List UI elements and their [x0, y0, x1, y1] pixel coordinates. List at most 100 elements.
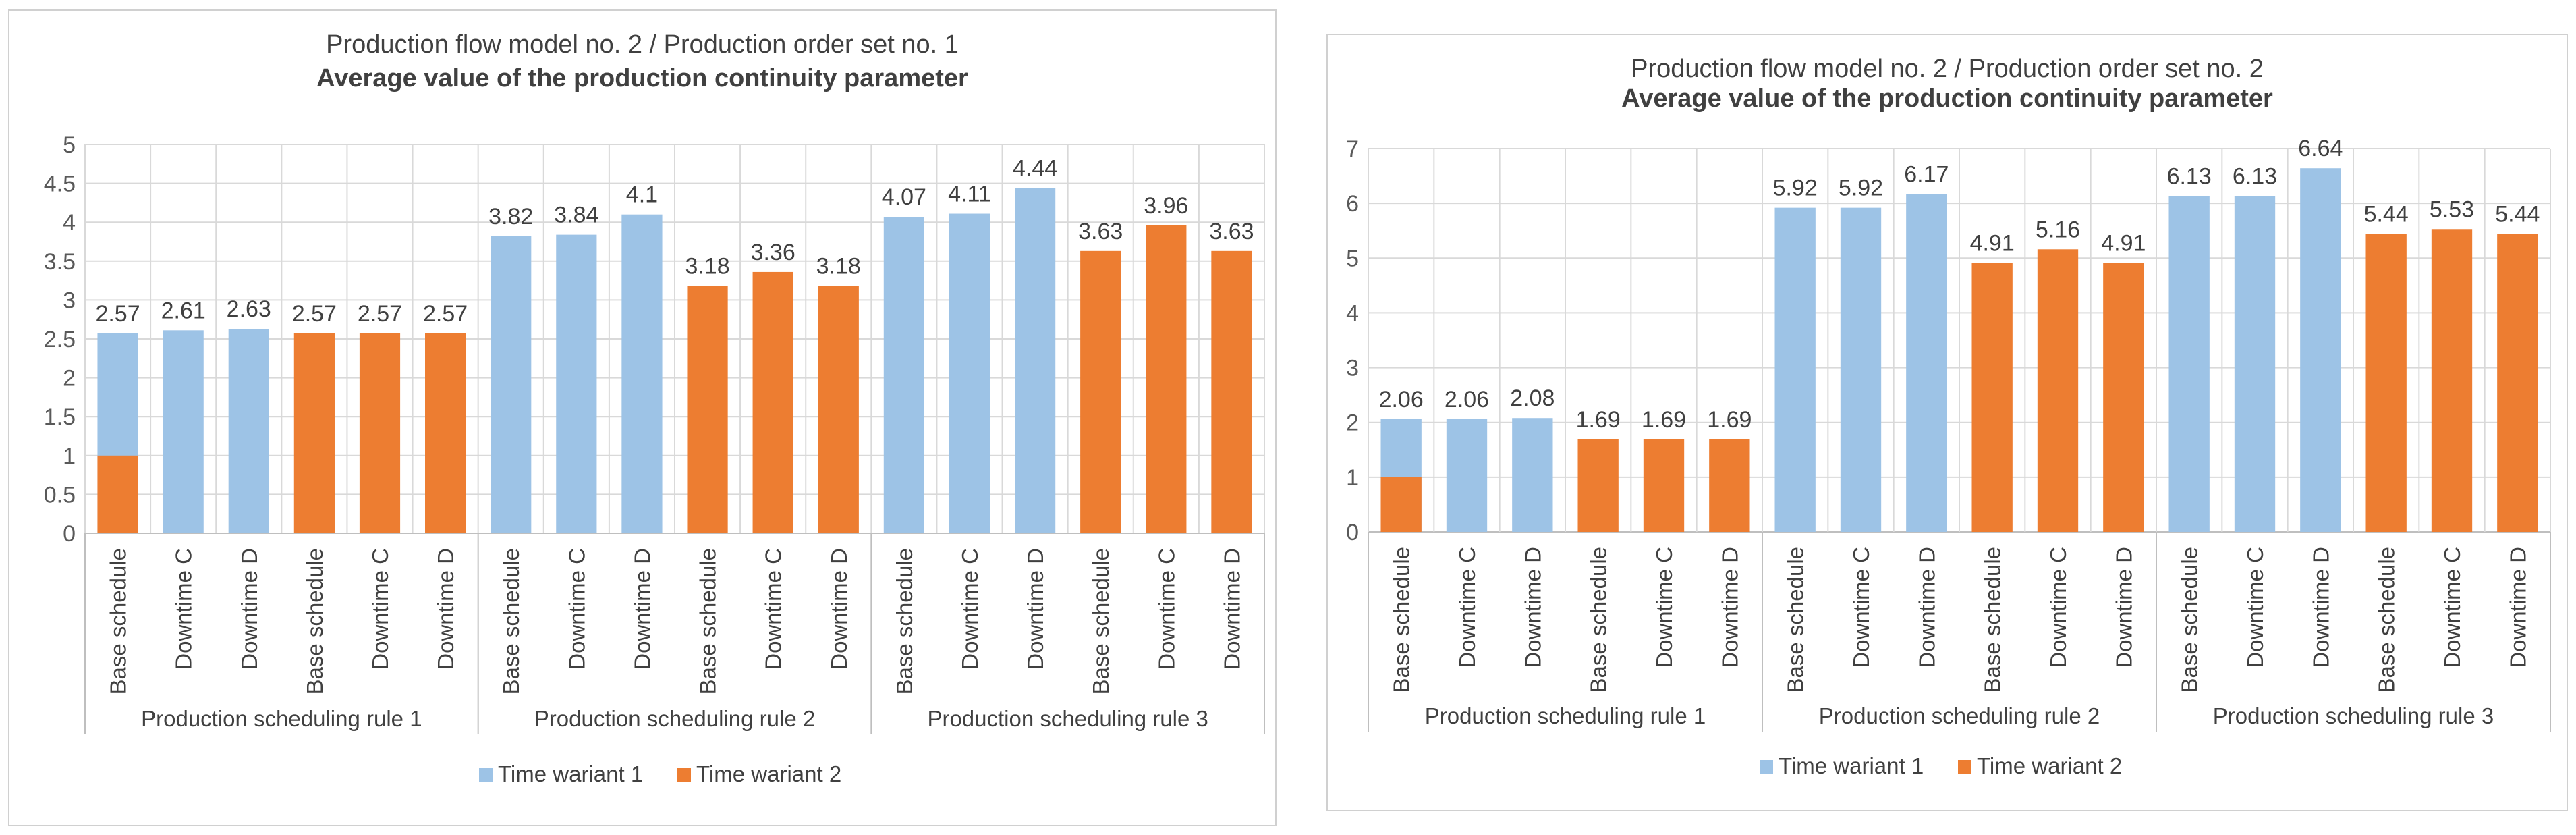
bar-value-label: 4.1 — [626, 182, 658, 208]
legend-swatch-variant-1 — [1760, 760, 1773, 774]
bar-value-label: 6.13 — [2233, 164, 2277, 190]
x-category-label: Downtime D — [1717, 547, 1742, 668]
x-category-label: Downtime C — [1455, 547, 1480, 668]
bar — [818, 286, 859, 533]
x-category-label: Downtime D — [433, 548, 458, 670]
bar-overlay-segment — [97, 455, 138, 533]
bar — [293, 333, 335, 533]
bar — [1512, 418, 1553, 532]
bar-value-label: 5.16 — [2036, 217, 2080, 242]
bar — [425, 333, 466, 533]
bar — [2300, 168, 2341, 532]
bar — [621, 214, 663, 533]
bar-value-label: 3.63 — [1078, 219, 1123, 244]
bar-value-label: 3.18 — [685, 254, 729, 279]
x-category-label: Downtime D — [629, 548, 654, 670]
bar-value-label: 2.08 — [1510, 385, 1555, 411]
x-category-label: Downtime D — [827, 548, 851, 670]
bar — [228, 329, 269, 533]
legend-label-variant-2: Time wariant 2 — [1977, 753, 2122, 778]
y-tick-label: 6 — [1346, 191, 1359, 217]
x-category-label: Base schedule — [106, 548, 131, 694]
bar-value-label: 4.91 — [2101, 231, 2146, 257]
y-tick-label: 1 — [1346, 465, 1359, 491]
y-tick-label: 0 — [63, 521, 76, 547]
chart-left-svg: Production flow model no. 2 / Production… — [44, 30, 1265, 786]
bar — [752, 271, 793, 533]
x-category-label: Downtime D — [1914, 547, 1939, 668]
chart-title: Production flow model no. 2 / Production… — [326, 30, 959, 59]
y-tick-label: 5 — [63, 132, 76, 158]
chart-subtitle: Average value of the production continui… — [1621, 84, 2273, 113]
bar-value-label: 2.57 — [292, 301, 337, 327]
bar-overlay-segment — [1380, 477, 1422, 532]
y-tick-label: 1 — [63, 443, 76, 469]
bar — [2497, 234, 2538, 532]
group-label: Production scheduling rule 3 — [2213, 703, 2494, 728]
bar — [1080, 250, 1121, 533]
x-category-label: Base schedule — [892, 548, 917, 694]
y-tick-label: 0.5 — [44, 482, 76, 508]
x-category-label: Downtime C — [2243, 547, 2268, 668]
x-category-label: Downtime C — [564, 548, 589, 670]
x-category-label: Downtime C — [1652, 547, 1677, 668]
bar-value-label: 5.44 — [2495, 202, 2540, 227]
chart-subtitle: Average value of the production continui… — [316, 64, 968, 92]
y-tick-label: 3 — [1346, 356, 1359, 381]
bar-value-label: 3.18 — [816, 254, 861, 279]
bar-value-label: 2.57 — [95, 301, 140, 327]
x-category-label: Base schedule — [1088, 548, 1113, 694]
bar-value-label: 3.96 — [1144, 193, 1188, 219]
bar-value-label: 5.44 — [2364, 202, 2409, 227]
bar-value-label: 2.06 — [1379, 387, 1424, 412]
x-category-label: Downtime D — [2111, 547, 2136, 668]
chart-left: Production flow model no. 2 / Production… — [8, 9, 1277, 826]
bar-value-label: 1.69 — [1576, 407, 1621, 433]
x-category-label: Downtime C — [761, 548, 786, 670]
x-category-label: Downtime C — [368, 548, 393, 670]
chart-right-svg: Production flow model no. 2 / Production… — [1346, 55, 2551, 778]
y-tick-label: 1.5 — [44, 404, 76, 430]
x-category-label: Base schedule — [2177, 547, 2202, 693]
y-tick-label: 2.5 — [44, 327, 76, 352]
bar — [1015, 188, 1056, 533]
legend-label-variant-1: Time wariant 1 — [1779, 753, 1924, 778]
bar-value-label: 3.63 — [1209, 219, 1254, 244]
y-tick-label: 2 — [63, 366, 76, 392]
bar-value-label: 6.64 — [2298, 136, 2343, 161]
chart-right: Production flow model no. 2 / Production… — [1326, 34, 2568, 811]
x-category-label: Downtime D — [237, 548, 262, 670]
legend-swatch-variant-2 — [677, 768, 691, 782]
bar — [359, 333, 401, 533]
x-category-label: Downtime C — [171, 548, 196, 670]
group-label: Production scheduling rule 2 — [1819, 703, 2100, 728]
bar — [1146, 225, 1187, 533]
bar — [687, 286, 728, 533]
bar-value-label: 3.84 — [554, 203, 598, 228]
bar-value-label: 2.57 — [358, 301, 402, 327]
bar-value-label: 5.92 — [1773, 176, 1818, 201]
x-category-label: Downtime D — [2308, 547, 2333, 668]
bar — [1577, 439, 1619, 532]
bar-value-label: 4.44 — [1013, 156, 1057, 182]
bar — [1774, 207, 1816, 532]
x-category-label: Downtime C — [2046, 547, 2071, 668]
x-category-label: Base schedule — [1389, 547, 1414, 693]
bar-value-label: 6.13 — [2167, 164, 2212, 190]
y-tick-label: 4 — [63, 210, 76, 236]
group-label: Production scheduling rule 1 — [1425, 703, 1706, 728]
bar — [2365, 234, 2407, 532]
bar-value-label: 6.17 — [1904, 161, 1949, 187]
y-tick-label: 4 — [1346, 300, 1359, 326]
bar — [1709, 439, 1750, 532]
bar-value-label: 3.82 — [488, 204, 533, 230]
legend-label-variant-2: Time wariant 2 — [696, 761, 841, 786]
chart-title: Production flow model no. 2 / Production… — [1631, 55, 2264, 83]
y-tick-label: 7 — [1346, 136, 1359, 162]
bar-value-label: 4.11 — [948, 182, 991, 207]
bar-value-label: 5.53 — [2430, 196, 2474, 222]
group-label: Production scheduling rule 2 — [534, 706, 815, 731]
x-category-label: Downtime C — [1154, 548, 1179, 670]
x-category-label: Base schedule — [1980, 547, 2005, 693]
x-category-label: Downtime D — [1520, 547, 1545, 668]
